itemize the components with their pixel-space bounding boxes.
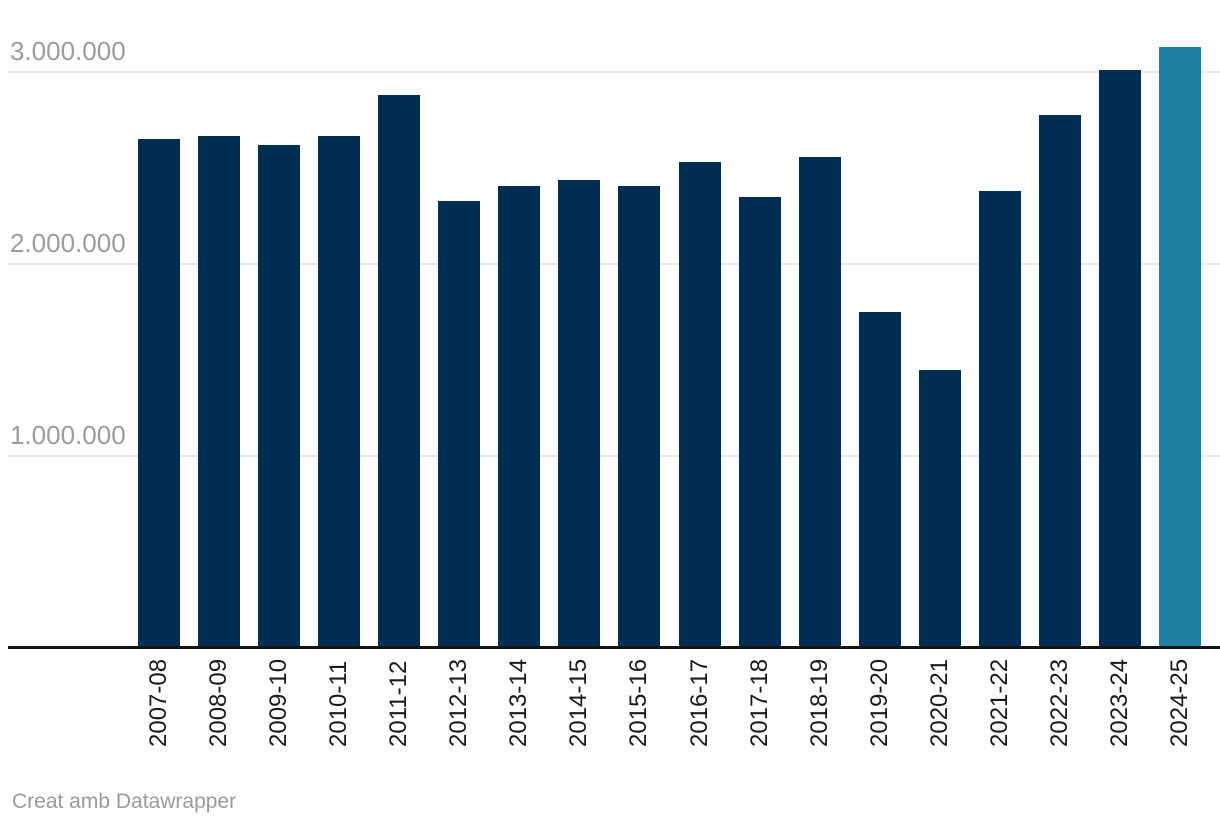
x-tick-label: 2012-13 [445,658,473,747]
bar-2023-24[interactable] [1098,70,1141,648]
x-tick-label: 2020-21 [925,658,953,747]
x-tick-label: 2021-22 [985,658,1013,747]
y-tick-label: 2.000.000 [10,228,126,259]
bar-2008-09[interactable] [198,135,241,648]
bar-2022-23[interactable] [1038,114,1081,648]
gridline [8,263,1220,266]
attribution-text: Creat amb Datawrapper [12,790,237,813]
x-tick-label: 2011-12 [385,660,413,747]
y-tick-label: 1.000.000 [10,419,126,450]
bar-2020-21[interactable] [918,369,961,648]
x-tick-label: 2010-11 [325,660,353,747]
bar-2017-18[interactable] [738,197,781,648]
x-tick-label: 2019-20 [865,658,893,747]
bar-2007-08[interactable] [138,139,180,648]
bar-2009-10[interactable] [258,145,301,648]
bar-2024-25[interactable] [1159,47,1202,648]
bar-2010-11[interactable] [318,135,361,648]
bar-2013-14[interactable] [498,185,541,648]
bar-2011-12[interactable] [378,95,421,648]
bar-2015-16[interactable] [618,185,661,648]
x-tick-label: 2007-08 [145,658,172,747]
gridline [8,454,1220,457]
x-tick-label: 2009-10 [265,658,293,747]
gridline [8,71,1220,74]
x-tick-label: 2015-16 [625,658,653,747]
bar-2019-20[interactable] [858,312,901,648]
bar-2016-17[interactable] [678,162,721,648]
bar-2012-13[interactable] [438,200,481,648]
bar-2021-22[interactable] [978,191,1021,648]
x-tick-label: 2024-25 [1166,658,1194,747]
x-tick-label: 2016-17 [685,658,713,747]
y-tick-label: 3.000.000 [10,36,126,67]
x-tick-label: 2017-18 [745,658,773,747]
x-tick-label: 2013-14 [505,658,533,747]
x-tick-label: 2014-15 [565,658,593,747]
x-tick-label: 2022-23 [1045,658,1073,747]
x-axis-line [8,646,1220,649]
x-tick-label: 2023-24 [1105,658,1133,747]
bar-2018-19[interactable] [798,156,841,648]
x-tick-label: 2008-09 [205,658,233,747]
x-tick-label: 2018-19 [805,658,833,747]
bar-2014-15[interactable] [558,179,601,648]
